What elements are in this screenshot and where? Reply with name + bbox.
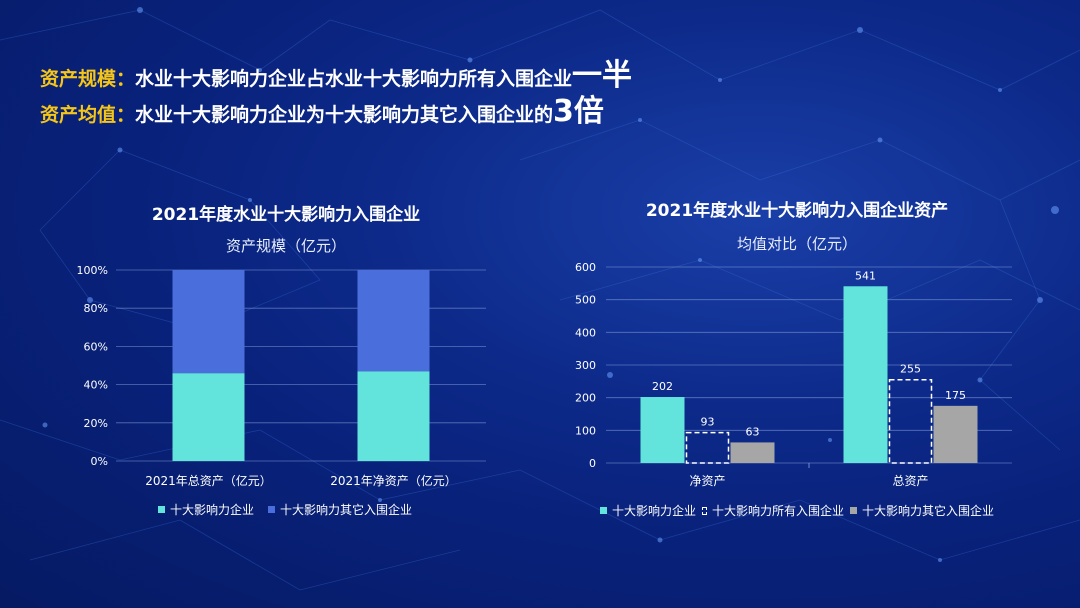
bar-top10 xyxy=(843,286,888,463)
headline-1-key: 资产规模： xyxy=(40,68,136,90)
headline-1-emph: 一半 xyxy=(572,58,633,93)
bar-all-entrants xyxy=(685,431,730,464)
y-tick-label: 60% xyxy=(84,340,108,353)
legend-swatch-blue xyxy=(268,506,276,513)
bar-segment-top10 xyxy=(357,371,430,461)
data-label: 255 xyxy=(900,363,921,376)
y-tick-label: 300 xyxy=(575,359,596,372)
y-tick-label: 100 xyxy=(575,424,596,437)
data-label: 202 xyxy=(652,380,673,393)
legend-swatch-teal xyxy=(158,506,165,513)
legend-label: 十大影响力所有入围企业 xyxy=(712,504,845,518)
headline-1-text: 水业十大影响力企业占水业十大影响力所有入围企业 xyxy=(135,68,573,90)
headline-asset-average: 资产均值：水业十大影响力企业为十大影响力其它入围企业的3倍 xyxy=(40,86,604,130)
legend-swatch-dashed xyxy=(702,506,708,515)
headline-2-key: 资产均值： xyxy=(40,104,136,126)
x-category-label: 2021年总资产（亿元） xyxy=(145,473,272,488)
y-tick-label: 100% xyxy=(77,264,108,277)
y-tick-label: 80% xyxy=(84,302,108,315)
bar-segment-others xyxy=(357,270,430,372)
stacked-percent-chart: 0% 20% 40% 60% 80% 100% 2021年总资产（亿元） 2021年净资产（亿… xyxy=(77,264,486,488)
bar-top10 xyxy=(640,397,685,463)
x-category-label: 净资产 xyxy=(689,474,725,488)
bar-segment-others xyxy=(172,270,245,374)
chart-1-title-block: 2021年度水业十大影响力入围企业 资产规模（亿元） xyxy=(96,200,476,256)
legend-item: 十大影响力所有入围企业 xyxy=(702,502,844,519)
y-tick-label: 40% xyxy=(84,379,108,392)
y-tick-label: 500 xyxy=(575,294,596,307)
data-label: 63 xyxy=(746,425,760,438)
x-category-label: 总资产 xyxy=(892,474,928,488)
chart-1-title: 2021年度水业十大影响力入围企业 xyxy=(151,205,421,225)
chart-2-subtitle: 均值对比（亿元） xyxy=(736,235,857,253)
y-tick-label: 20% xyxy=(84,417,108,430)
chart-1-legend: 十大影响力企业 十大影响力其它入围企业 xyxy=(158,501,426,518)
chart-2-title-block: 2021年度水业十大影响力入围企业资产 均值对比（亿元） xyxy=(600,196,994,254)
legend-item: 十大影响力其它入围企业 xyxy=(850,502,994,519)
chart-2-title: 2021年度水业十大影响力入围企业资产 xyxy=(645,201,949,221)
y-tick-label: 0% xyxy=(91,455,108,468)
headline-2-emph: 3倍 xyxy=(553,94,604,129)
data-label: 175 xyxy=(945,389,966,402)
bar-segment-top10 xyxy=(172,373,245,461)
legend-label: 十大影响力其它入围企业 xyxy=(862,504,995,518)
bar-others xyxy=(730,442,775,463)
legend-swatch-gray xyxy=(850,507,858,514)
legend-item: 十大影响力其它入围企业 xyxy=(268,501,412,518)
chart-1-subtitle: 资产规模（亿元） xyxy=(225,237,346,255)
y-tick-label: 200 xyxy=(575,392,596,405)
legend-item: 十大影响力企业 xyxy=(600,502,696,519)
y-tick-label: 400 xyxy=(575,326,596,339)
y-tick-label: 0 xyxy=(589,457,596,470)
legend-swatch-teal xyxy=(600,507,607,514)
bar-others xyxy=(933,405,978,463)
legend-item: 十大影响力企业 xyxy=(158,501,254,518)
data-label: 93 xyxy=(701,416,715,429)
legend-label: 十大影响力企业 xyxy=(612,504,697,518)
y-tick-label: 600 xyxy=(575,261,596,274)
x-category-label: 2021年净资产（亿元） xyxy=(330,473,457,488)
headline-2-text: 水业十大影响力企业为十大影响力其它入围企业的 xyxy=(135,104,554,126)
legend-label: 十大影响力其它入围企业 xyxy=(280,503,413,517)
chart-2-legend: 十大影响力企业 十大影响力所有入围企业 十大影响力其它入围企业 xyxy=(600,502,1008,519)
bar-all-entrants xyxy=(888,378,933,464)
data-label: 541 xyxy=(855,269,876,282)
headline-asset-scale: 资产规模：水业十大影响力企业占水业十大影响力所有入围企业一半 xyxy=(40,50,632,94)
grouped-bar-chart: 0 100 200 300 400 500 600 202 93 63 净资产 541 255 175 总资… xyxy=(575,261,1012,488)
legend-label: 十大影响力企业 xyxy=(170,503,255,517)
